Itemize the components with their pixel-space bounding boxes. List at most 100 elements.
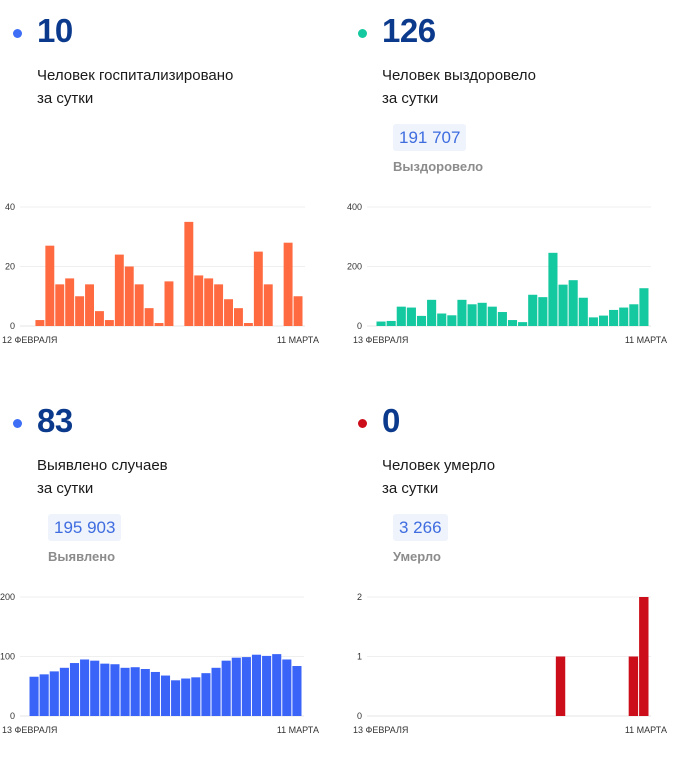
- bar[interactable]: [110, 664, 120, 716]
- stat-panel: 83 Выявлено случаев за сутки 195 903 Выявл…: [0, 390, 338, 775]
- bar[interactable]: [555, 656, 566, 717]
- bar[interactable]: [224, 299, 233, 326]
- bar[interactable]: [124, 266, 134, 327]
- bar[interactable]: [221, 660, 231, 716]
- bar[interactable]: [263, 284, 273, 326]
- bar[interactable]: [160, 675, 171, 716]
- bar[interactable]: [184, 221, 194, 326]
- bar[interactable]: [376, 321, 386, 326]
- x-start-label: 13 ФЕВРАЛЯ: [353, 725, 408, 735]
- bar[interactable]: [80, 659, 90, 716]
- bar[interactable]: [578, 297, 588, 326]
- bar[interactable]: [262, 655, 272, 716]
- bar[interactable]: [467, 304, 477, 326]
- bar[interactable]: [518, 322, 528, 326]
- bar[interactable]: [45, 245, 55, 326]
- y-tick-label: 200: [347, 262, 362, 272]
- total-label: Выздоровело: [393, 159, 484, 174]
- bar[interactable]: [386, 320, 396, 326]
- bar[interactable]: [253, 251, 263, 326]
- bar[interactable]: [598, 315, 609, 326]
- bar[interactable]: [211, 667, 221, 716]
- bar[interactable]: [507, 320, 518, 326]
- bar[interactable]: [191, 677, 201, 716]
- bar[interactable]: [282, 659, 292, 716]
- bar[interactable]: [477, 302, 487, 326]
- bar[interactable]: [100, 663, 110, 716]
- bar[interactable]: [639, 288, 649, 326]
- stat-label-line1: Человек выздоровело: [382, 67, 536, 84]
- bar[interactable]: [416, 315, 427, 326]
- y-tick-label: 200: [0, 592, 15, 602]
- bar[interactable]: [292, 666, 302, 716]
- bar[interactable]: [234, 308, 243, 326]
- bar[interactable]: [104, 320, 114, 326]
- stat-label-line2: за сутки: [37, 480, 94, 497]
- bar[interactable]: [283, 242, 293, 326]
- bar[interactable]: [538, 297, 548, 326]
- bar[interactable]: [164, 281, 174, 326]
- bar[interactable]: [201, 673, 211, 716]
- bar[interactable]: [487, 306, 497, 326]
- bar[interactable]: [406, 307, 416, 326]
- bar[interactable]: [588, 317, 598, 326]
- stat-label-line1: Человек умерло: [382, 457, 496, 474]
- bar[interactable]: [39, 674, 49, 716]
- bar[interactable]: [171, 680, 181, 716]
- bar[interactable]: [29, 676, 39, 716]
- bar[interactable]: [59, 667, 69, 716]
- bar[interactable]: [396, 306, 406, 326]
- bar[interactable]: [568, 280, 578, 326]
- bar[interactable]: [65, 278, 75, 326]
- bar[interactable]: [548, 252, 558, 326]
- bar[interactable]: [639, 597, 649, 716]
- bar[interactable]: [241, 657, 251, 716]
- bar[interactable]: [251, 654, 262, 716]
- y-tick-label: 0: [357, 711, 362, 721]
- x-end-label: 11 МАРТА: [277, 335, 319, 345]
- bar[interactable]: [457, 299, 467, 326]
- bar[interactable]: [194, 275, 204, 326]
- bar[interactable]: [528, 294, 538, 326]
- bar[interactable]: [144, 308, 154, 326]
- bar[interactable]: [243, 323, 253, 326]
- bar[interactable]: [120, 667, 130, 716]
- bar[interactable]: [95, 311, 104, 326]
- stat-label-line2: за сутки: [37, 90, 94, 107]
- bar[interactable]: [90, 660, 100, 716]
- bar[interactable]: [628, 656, 639, 717]
- bar[interactable]: [272, 654, 282, 716]
- bar[interactable]: [134, 284, 144, 326]
- stat-panel: 10 Человек госпитализировано за сутки 0 20 4…: [0, 0, 338, 385]
- bar[interactable]: [427, 299, 437, 326]
- bar[interactable]: [55, 284, 65, 326]
- bar[interactable]: [140, 668, 150, 716]
- bar[interactable]: [69, 663, 80, 716]
- stat-panel: 126 Человек выздоровело за сутки 191 707 В…: [345, 0, 676, 385]
- bar[interactable]: [609, 309, 619, 326]
- daily-value: 83: [37, 402, 73, 439]
- bar[interactable]: [85, 284, 94, 326]
- bar[interactable]: [154, 323, 164, 326]
- bar[interactable]: [130, 667, 140, 716]
- bar[interactable]: [35, 320, 45, 326]
- bar[interactable]: [629, 304, 639, 326]
- stat-label: Выявлено случаев за сутки: [37, 454, 168, 500]
- bar[interactable]: [49, 671, 59, 716]
- legend-dot-icon: [358, 29, 367, 38]
- bar[interactable]: [204, 278, 214, 326]
- bar[interactable]: [114, 254, 124, 326]
- stat-label-line2: за сутки: [382, 90, 439, 107]
- bar[interactable]: [437, 313, 447, 326]
- bar[interactable]: [181, 678, 191, 716]
- bar[interactable]: [214, 284, 224, 326]
- x-end-label: 11 МАРТА: [625, 725, 667, 735]
- bar[interactable]: [75, 296, 85, 326]
- bar[interactable]: [447, 315, 457, 326]
- bar[interactable]: [497, 312, 507, 326]
- bar[interactable]: [150, 671, 160, 716]
- bar[interactable]: [619, 307, 629, 326]
- bar[interactable]: [231, 657, 241, 716]
- bar[interactable]: [293, 296, 303, 326]
- bar[interactable]: [558, 284, 568, 326]
